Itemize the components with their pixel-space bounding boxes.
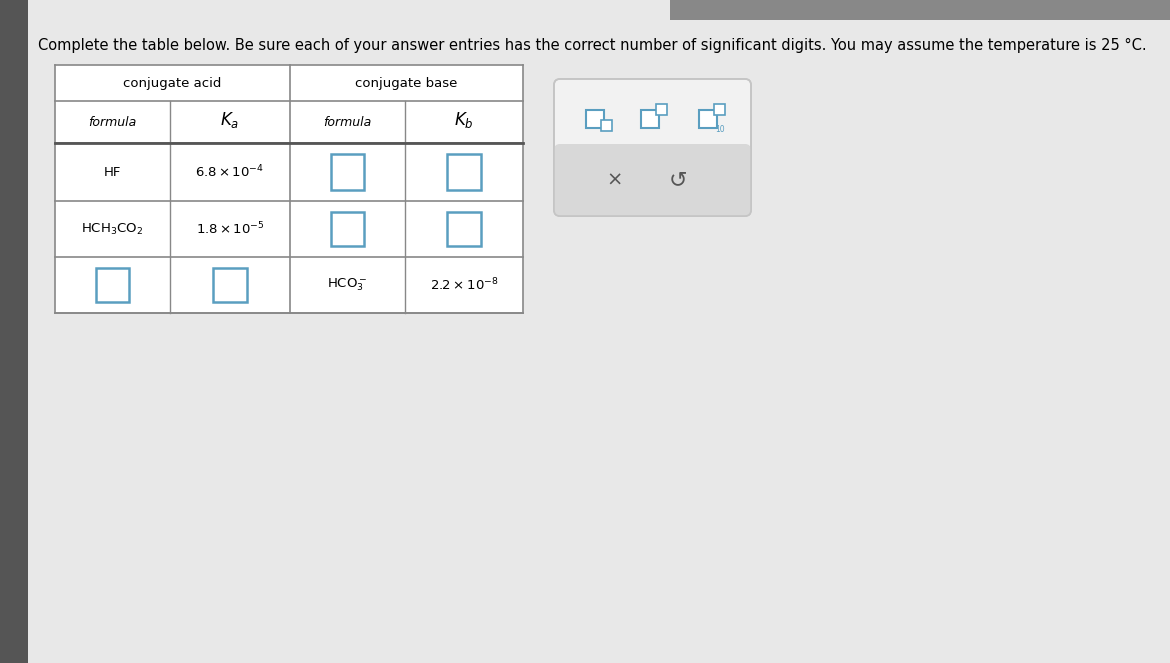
Bar <box>698 110 717 128</box>
Bar <box>331 211 364 247</box>
Text: formula: formula <box>89 115 137 129</box>
Bar <box>55 65 523 313</box>
FancyBboxPatch shape <box>555 144 751 216</box>
Text: $1.8 \times 10^{-5}$: $1.8 \times 10^{-5}$ <box>195 221 264 237</box>
Bar <box>447 154 481 190</box>
Bar <box>96 268 129 302</box>
Text: $K_b$: $K_b$ <box>454 110 474 130</box>
FancyBboxPatch shape <box>555 79 751 216</box>
Text: $K_a$: $K_a$ <box>220 110 240 130</box>
Text: conjugate base: conjugate base <box>356 76 457 90</box>
Text: 10: 10 <box>715 125 724 134</box>
Text: ×: × <box>607 170 624 190</box>
Bar <box>714 103 725 115</box>
Text: $6.8 \times 10^{-4}$: $6.8 \times 10^{-4}$ <box>195 164 264 180</box>
Bar <box>331 154 364 190</box>
Bar <box>670 0 1170 20</box>
Bar <box>447 211 481 247</box>
Bar <box>656 103 667 115</box>
Bar <box>0 0 28 663</box>
Text: Complete the table below. Be sure each of your answer entries has the correct nu: Complete the table below. Be sure each o… <box>37 38 1147 53</box>
Text: ↺: ↺ <box>669 170 687 190</box>
Bar <box>586 110 604 128</box>
Text: conjugate acid: conjugate acid <box>123 76 221 90</box>
Text: formula: formula <box>323 115 372 129</box>
Text: $2.2 \times 10^{-8}$: $2.2 \times 10^{-8}$ <box>429 276 498 293</box>
Text: $\mathrm{HCH_3CO_2}$: $\mathrm{HCH_3CO_2}$ <box>82 221 144 237</box>
Text: HF: HF <box>104 166 122 178</box>
Bar <box>641 110 659 128</box>
Text: $\mathrm{HCO_3^-}$: $\mathrm{HCO_3^-}$ <box>328 276 367 293</box>
Bar <box>601 120 612 131</box>
Bar <box>213 268 247 302</box>
